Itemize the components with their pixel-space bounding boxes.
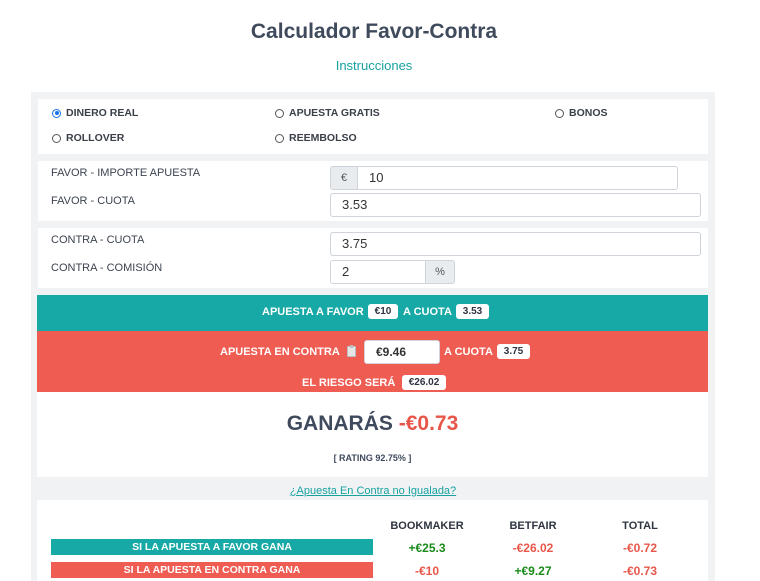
unmatched-bet-link[interactable]: ¿Apuesta En Contra no Igualada?: [289, 485, 457, 497]
profit-value: -€0.73: [398, 412, 459, 435]
favor-stake-input[interactable]: 10: [357, 166, 678, 190]
favor-odds-label: FAVOR - CUOTA: [51, 195, 135, 207]
radio-apuesta-gratis[interactable]: APUESTA GRATIS: [275, 107, 380, 119]
contra-summary-text: APUESTA EN CONTRA: [220, 346, 340, 358]
radio-bonos[interactable]: BONOS: [555, 107, 608, 119]
favor-odds-badge: 3.53: [456, 304, 489, 319]
row-label-favor-wins: SI LA APUESTA A FAVOR GANA: [51, 539, 373, 555]
result-card: GANARÁS -€0.73 [ RATING 92.75% ]: [37, 392, 708, 477]
radio-rollover[interactable]: ROLLOVER: [52, 132, 124, 144]
radio-label: ROLLOVER: [66, 132, 125, 144]
ganaras-label: GANARÁS: [286, 412, 393, 435]
radio-label: DINERO REAL: [66, 107, 139, 119]
radio-unchecked-icon: [555, 108, 564, 118]
favor-summary-text: APUESTA A FAVOR: [262, 306, 364, 318]
column-header-total: TOTAL: [622, 520, 658, 532]
page-title: Calculador Favor-Contra: [250, 20, 498, 43]
radio-unchecked-icon: [275, 133, 284, 143]
contra-odds-input[interactable]: 3.75: [330, 232, 701, 256]
contra-commission-input[interactable]: 2: [330, 260, 426, 284]
radio-unchecked-icon: [52, 133, 61, 143]
currency-addon: €: [330, 166, 358, 190]
cell-betfair: -€26.02: [512, 541, 554, 555]
favor-odds-input[interactable]: 3.53: [330, 193, 701, 217]
radio-label: REEMBOLSO: [289, 132, 357, 144]
a-cuota-label: A CUOTA: [444, 346, 493, 358]
favor-stake-label: FAVOR - IMPORTE APUESTA: [51, 167, 201, 179]
percent-addon: %: [425, 260, 455, 284]
contra-amount-field[interactable]: €9.46: [364, 340, 440, 364]
cell-bookmaker: -€10: [414, 564, 440, 578]
radio-unchecked-icon: [275, 108, 284, 118]
radio-label: APUESTA GRATIS: [289, 107, 380, 119]
cell-bookmaker: +€25.3: [408, 541, 446, 555]
contra-odds-badge: 3.75: [497, 344, 530, 359]
cell-betfair: +€9.27: [514, 564, 552, 578]
column-header-betfair: BETFAIR: [509, 520, 557, 532]
cell-total: -€0.72: [622, 541, 658, 555]
risk-amount-badge: €26.02: [402, 375, 446, 390]
favor-amount-badge: €10: [368, 304, 398, 319]
radio-dinero-real[interactable]: DINERO REAL: [52, 107, 138, 119]
mode-selector: DINERO REAL APUESTA GRATIS BONOS ROLLOVE…: [38, 99, 708, 154]
risk-text: EL RIESGO SERÁ: [302, 377, 396, 389]
radio-checked-icon: [52, 108, 61, 118]
row-label-contra-wins: SI LA APUESTA EN CONTRA GANA: [51, 562, 373, 578]
clipboard-icon[interactable]: [347, 345, 356, 357]
contra-odds-label: CONTRA - CUOTA: [51, 234, 145, 246]
profit-headline: GANARÁS -€0.73: [37, 412, 708, 436]
instructions-link[interactable]: Instrucciones: [335, 58, 413, 73]
column-header-bookmaker: BOOKMAKER: [390, 520, 464, 532]
outcome-table: BOOKMAKER BETFAIR TOTAL SI LA APUESTA A …: [37, 500, 708, 581]
a-cuota-label: A CUOTA: [403, 306, 452, 318]
radio-reembolso[interactable]: REEMBOLSO: [275, 132, 357, 144]
radio-label: BONOS: [569, 107, 608, 119]
contra-commission-label: CONTRA - COMISIÓN: [51, 262, 163, 274]
rating-text: [ RATING 92.75% ]: [333, 453, 412, 463]
cell-total: -€0.73: [622, 564, 658, 578]
